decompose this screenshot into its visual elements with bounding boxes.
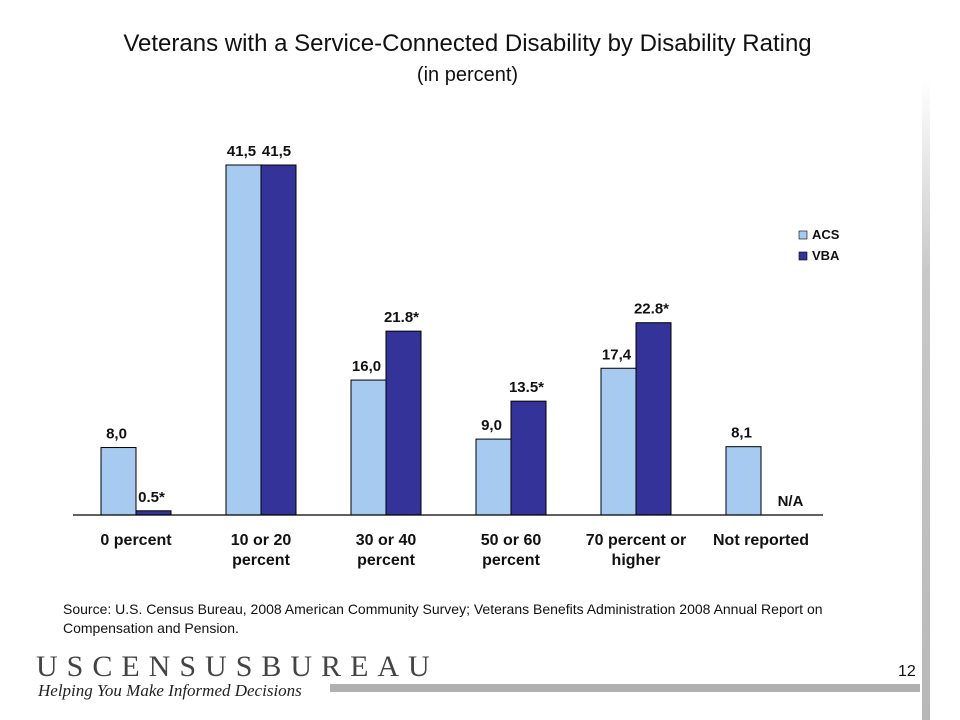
- x-tick-label: 30 or 40: [356, 532, 417, 549]
- footer-divider: [330, 684, 920, 692]
- data-label-vba: 41,5: [262, 143, 291, 160]
- bar-acs: [725, 446, 762, 516]
- x-tick-label: 70 percent or: [586, 532, 686, 549]
- chart-subtitle: (in percent): [416, 64, 519, 86]
- source-note: Source: U.S. Census Bureau, 2008 America…: [63, 601, 823, 636]
- bar-acs: [600, 367, 637, 516]
- x-tick-label: 50 or 60: [481, 532, 542, 549]
- bar-vba: [385, 330, 422, 516]
- legend-label-acs: ACS: [812, 227, 840, 242]
- x-tick-label: higher: [612, 552, 661, 569]
- legend-swatch-acs: [798, 230, 808, 240]
- data-label-acs: 17,4: [602, 346, 632, 363]
- bar-acs: [225, 164, 262, 516]
- bar-chart: 8,0 0.5* 0 percent 41,5 41,5 10 or 20 percent 1…: [73, 143, 840, 569]
- bar-vba: [135, 510, 172, 516]
- x-tick-label: 0 percent: [100, 532, 172, 549]
- chart-title: Veterans with a Service-Connected Disabi…: [123, 30, 812, 57]
- data-label-vba: 13.5*: [509, 379, 544, 396]
- x-tick-label: percent: [232, 552, 290, 569]
- bar-vba: [635, 322, 672, 516]
- bar-acs: [475, 438, 512, 516]
- legend-label-vba: VBA: [812, 248, 840, 263]
- side-divider: [922, 80, 930, 720]
- x-tick-label: Not reported: [713, 532, 809, 549]
- data-label-acs: 8,1: [731, 425, 752, 442]
- data-label-vba: 0.5*: [138, 489, 165, 506]
- bar-acs: [100, 447, 137, 516]
- bar-vba: [510, 400, 547, 516]
- x-tick-label: percent: [482, 552, 540, 569]
- logo-tagline: Helping You Make Informed Decisions: [38, 681, 302, 700]
- data-label-vba: N/A: [778, 493, 804, 510]
- data-label-acs: 41,5: [227, 143, 256, 160]
- data-label-acs: 16,0: [352, 358, 381, 375]
- bar-vba: [260, 164, 297, 516]
- x-tick-label: 10 or 20: [231, 532, 292, 549]
- data-label-vba: 22.8*: [634, 301, 669, 318]
- census-bureau-logo: USCENSUSBUREAU: [36, 650, 439, 683]
- data-label-acs: 8,0: [106, 426, 127, 443]
- legend-swatch-vba: [798, 251, 808, 261]
- page-number: 12: [898, 663, 916, 680]
- bar-acs: [350, 379, 387, 516]
- x-tick-label: percent: [357, 552, 415, 569]
- data-label-vba: 21.8*: [384, 309, 419, 326]
- data-label-acs: 9,0: [481, 417, 502, 434]
